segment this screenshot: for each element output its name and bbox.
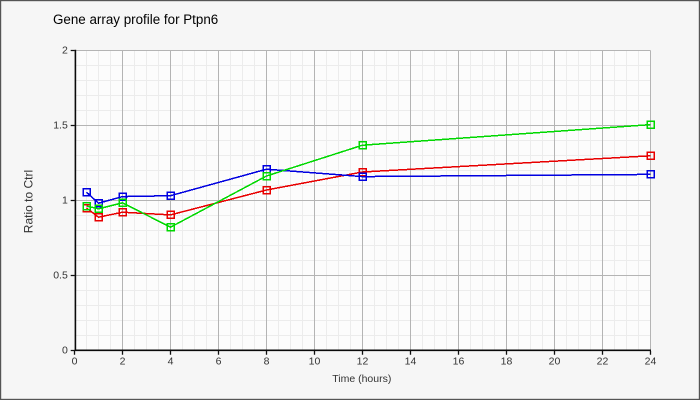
svg-text:18: 18 [501,356,513,368]
svg-text:6: 6 [216,356,222,368]
svg-text:20: 20 [549,356,561,368]
svg-text:2: 2 [62,45,68,57]
svg-text:10: 10 [309,356,321,368]
svg-text:0: 0 [62,345,68,357]
svg-text:4: 4 [168,356,174,368]
svg-text:22: 22 [597,356,609,368]
svg-text:12: 12 [357,356,369,368]
svg-text:2: 2 [120,356,126,368]
svg-text:8: 8 [264,356,270,368]
svg-text:Time (hours): Time (hours) [332,373,391,385]
svg-text:14: 14 [405,356,417,368]
svg-text:0: 0 [72,356,78,368]
svg-text:16: 16 [453,356,465,368]
svg-text:1.5: 1.5 [53,120,68,132]
svg-text:1: 1 [62,195,68,207]
svg-text:24: 24 [645,356,657,368]
svg-text:0.5: 0.5 [53,270,68,282]
svg-text:Ratio to Ctrl: Ratio to Ctrl [22,170,36,233]
svg-text:Gene array profile for Ptpn6: Gene array profile for Ptpn6 [53,12,218,27]
